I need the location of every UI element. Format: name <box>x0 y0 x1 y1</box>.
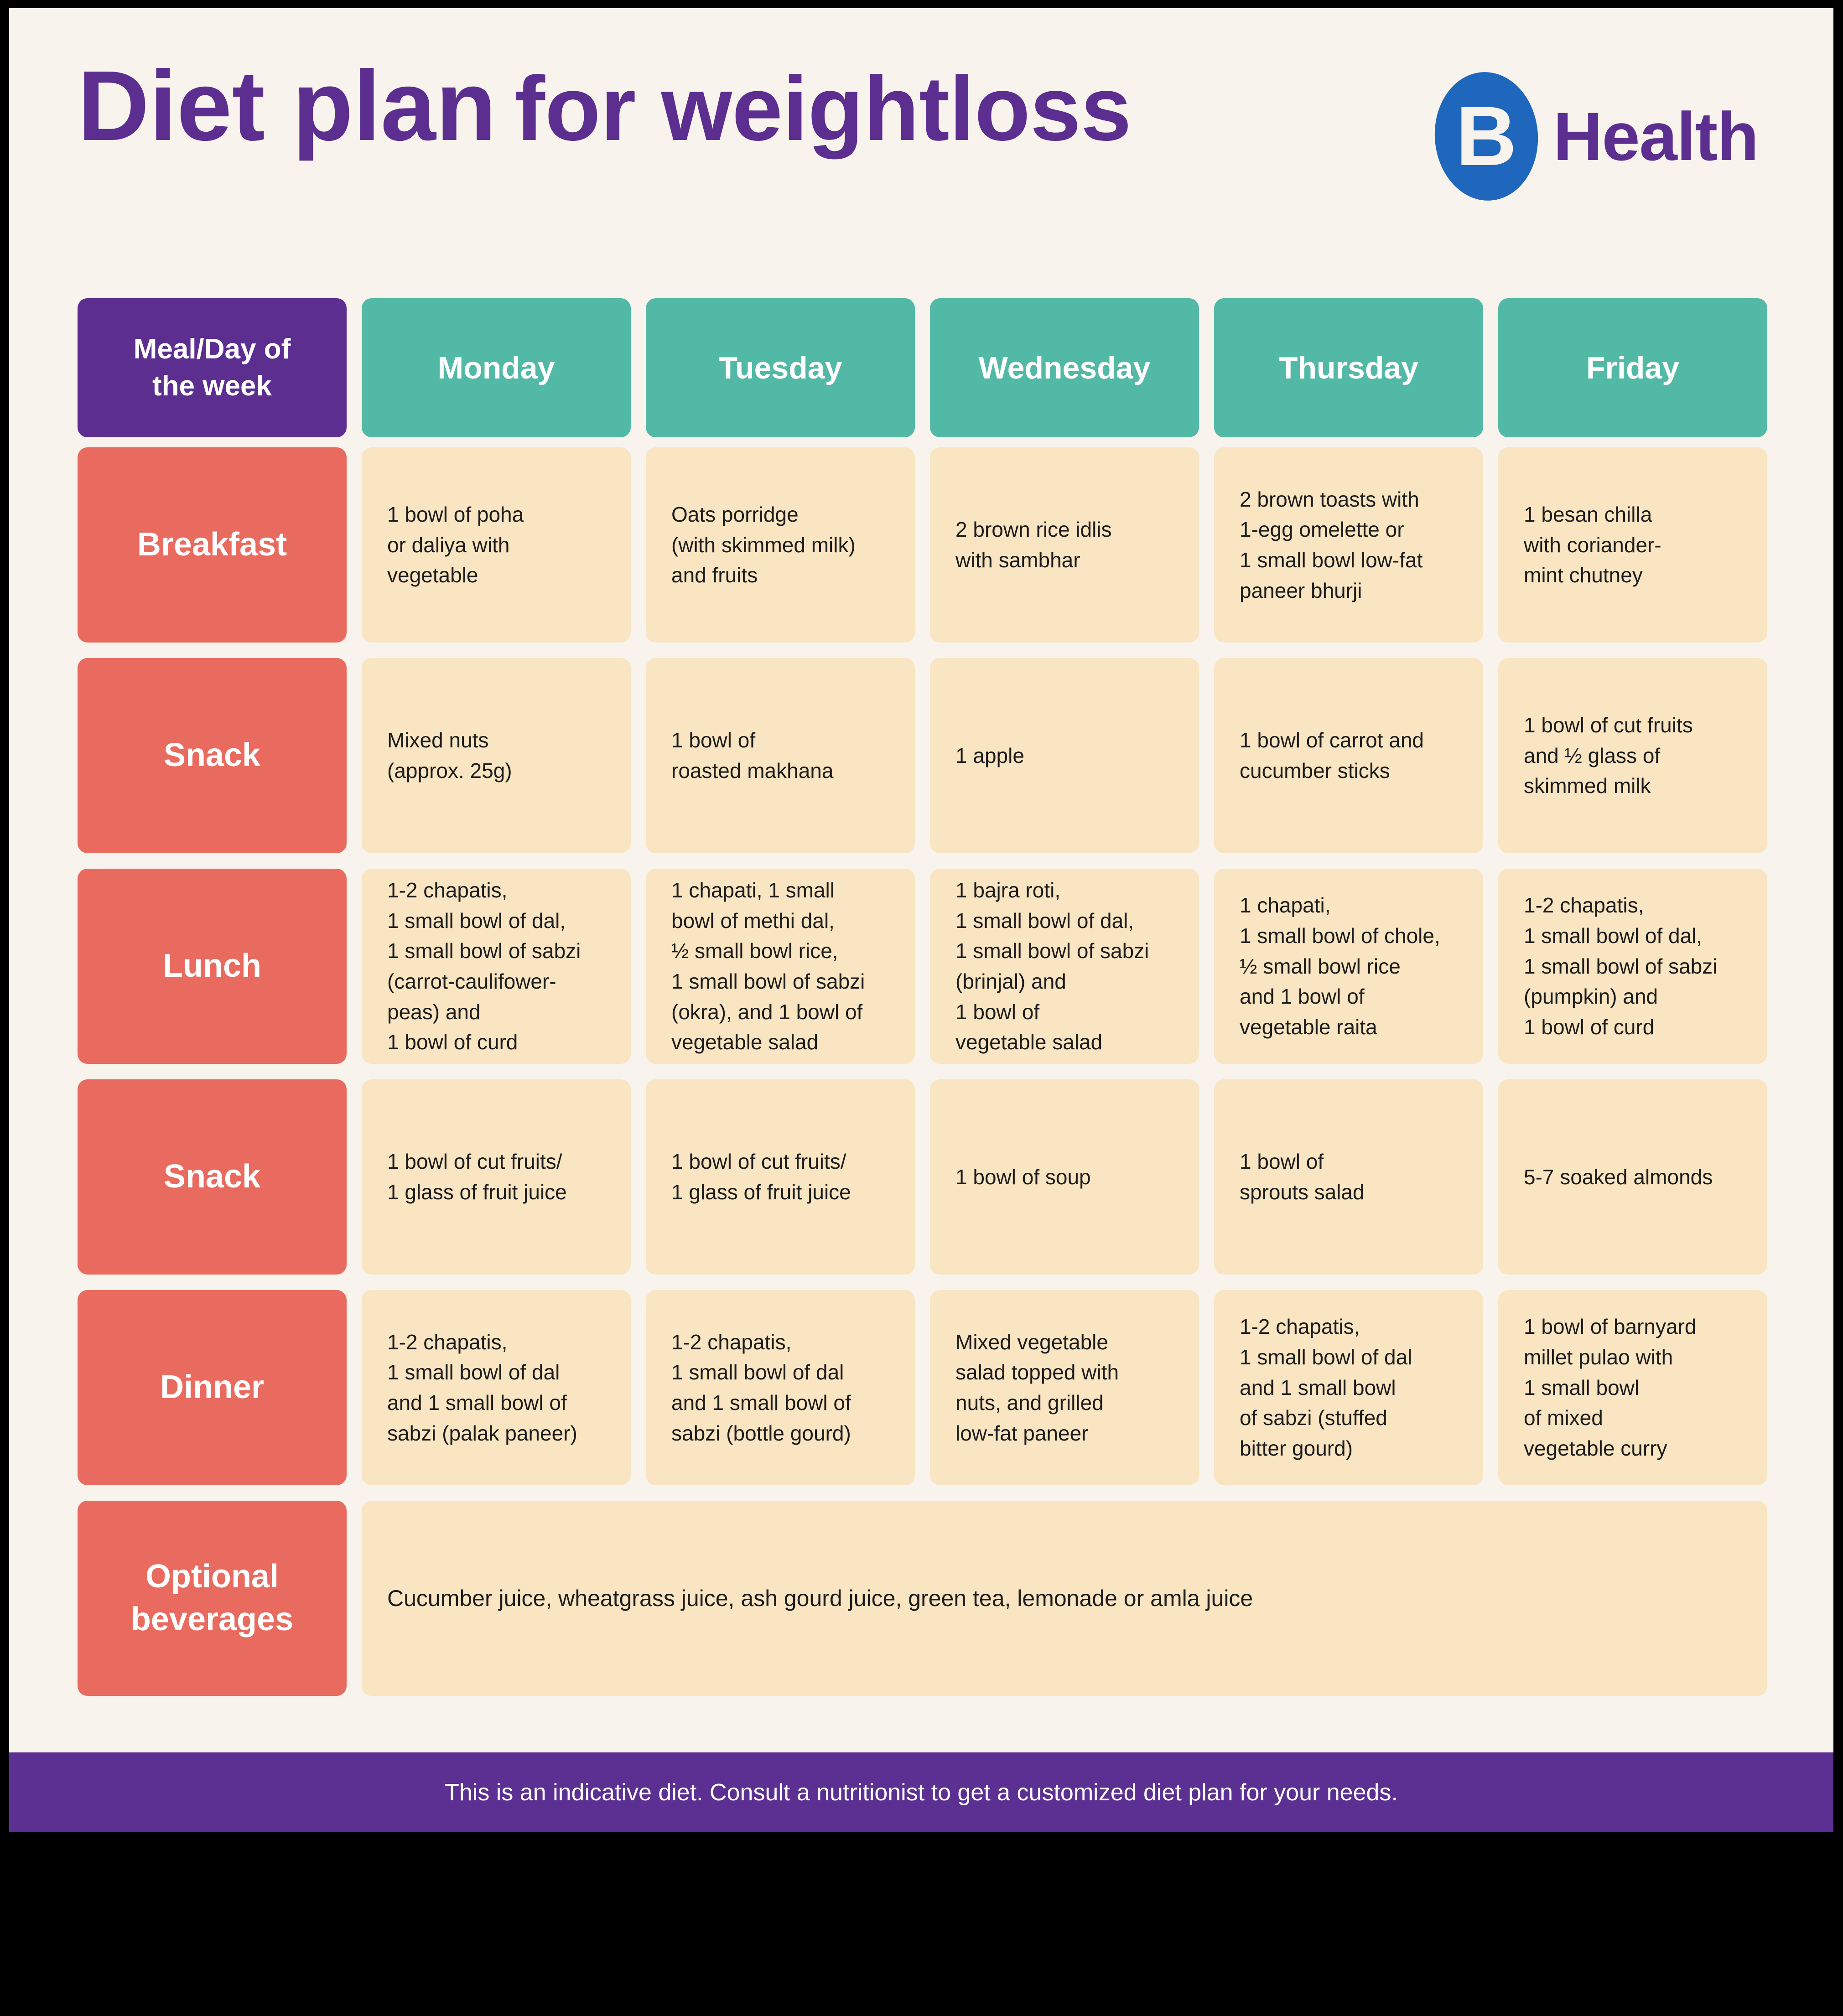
row-label-beverages: Optional beverages <box>78 1501 347 1696</box>
table-row-lunch: Lunch 1-2 chapatis, 1 small bowl of dal,… <box>78 869 1767 1064</box>
diet-plan-page: Diet plan for weightloss B Health Meal/Da… <box>9 8 1833 1832</box>
dinner-wednesday-cell: Mixed vegetable salad topped with nuts, … <box>930 1290 1199 1485</box>
row-label-breakfast: Breakfast <box>78 447 347 643</box>
dinner-monday-cell: 1-2 chapatis, 1 small bowl of dal and 1 … <box>362 1290 631 1485</box>
snack-morning-wednesday-cell: 1 apple <box>930 658 1199 853</box>
page-title: Diet plan for weightloss <box>78 49 1132 164</box>
row-label-snack-evening: Snack <box>78 1079 347 1275</box>
beverages-cell: Cucumber juice, wheatgrass juice, ash go… <box>362 1501 1767 1696</box>
snack-evening-wednesday-cell: 1 bowl of soup <box>930 1079 1199 1275</box>
snack-morning-friday-cell: 1 bowl of cut fruits and ½ glass of skim… <box>1498 658 1767 853</box>
lunch-thursday-cell: 1 chapati, 1 small bowl of chole, ½ smal… <box>1214 869 1483 1064</box>
page-title-bold: Diet plan <box>78 51 497 161</box>
snack-morning-thursday-cell: 1 bowl of carrot and cucumber sticks <box>1214 658 1483 853</box>
table-row-snack-evening: Snack 1 bowl of cut fruits/ 1 glass of f… <box>78 1079 1767 1275</box>
brand-logo-icon: B <box>1430 68 1542 204</box>
row-label-lunch: Lunch <box>78 869 347 1064</box>
table-row-dinner: Dinner 1-2 chapatis, 1 small bowl of dal… <box>78 1290 1767 1485</box>
breakfast-thursday-cell: 2 brown toasts with 1-egg omelette or 1 … <box>1214 447 1483 643</box>
disclaimer-bar: This is an indicative diet. Consult a nu… <box>9 1752 1833 1832</box>
row-label-snack-morning: Snack <box>78 658 347 853</box>
day-header-friday: Friday <box>1498 298 1767 437</box>
breakfast-tuesday-cell: Oats porridge (with skimmed milk) and fr… <box>646 447 915 643</box>
snack-morning-monday-cell: Mixed nuts (approx. 25g) <box>362 658 631 853</box>
snack-evening-thursday-cell: 1 bowl of sprouts salad <box>1214 1079 1483 1275</box>
dinner-thursday-cell: 1-2 chapatis, 1 small bowl of dal and 1 … <box>1214 1290 1483 1485</box>
row-label-dinner: Dinner <box>78 1290 347 1485</box>
page-title-regular: for weightloss <box>514 58 1132 160</box>
table-row-beverages: Optional beverages Cucumber juice, wheat… <box>78 1501 1767 1696</box>
dinner-tuesday-cell: 1-2 chapatis, 1 small bowl of dal and 1 … <box>646 1290 915 1485</box>
corner-header-cell: Meal/Day of the week <box>78 298 347 437</box>
snack-evening-friday-cell: 5-7 soaked almonds <box>1498 1079 1767 1275</box>
brand-logo: B Health <box>1430 68 1759 204</box>
brand-logo-letter: B <box>1455 89 1517 184</box>
brand-logo-text: Health <box>1553 98 1759 175</box>
day-header-tuesday: Tuesday <box>646 298 915 437</box>
day-header-thursday: Thursday <box>1214 298 1483 437</box>
lunch-monday-cell: 1-2 chapatis, 1 small bowl of dal, 1 sma… <box>362 869 631 1064</box>
table-row-breakfast: Breakfast 1 bowl of poha or daliya with … <box>78 447 1767 643</box>
snack-evening-monday-cell: 1 bowl of cut fruits/ 1 glass of fruit j… <box>362 1079 631 1275</box>
lunch-friday-cell: 1-2 chapatis, 1 small bowl of dal, 1 sma… <box>1498 869 1767 1064</box>
breakfast-friday-cell: 1 besan chilla with coriander- mint chut… <box>1498 447 1767 643</box>
diet-plan-table: Meal/Day of the week Monday Tuesday Wedn… <box>78 298 1767 1696</box>
breakfast-monday-cell: 1 bowl of poha or daliya with vegetable <box>362 447 631 643</box>
snack-evening-tuesday-cell: 1 bowl of cut fruits/ 1 glass of fruit j… <box>646 1079 915 1275</box>
day-header-wednesday: Wednesday <box>930 298 1199 437</box>
snack-morning-tuesday-cell: 1 bowl of roasted makhana <box>646 658 915 853</box>
dinner-friday-cell: 1 bowl of barnyard millet pulao with 1 s… <box>1498 1290 1767 1485</box>
lunch-wednesday-cell: 1 bajra roti, 1 small bowl of dal, 1 sma… <box>930 869 1199 1064</box>
table-row-snack-morning: Snack Mixed nuts (approx. 25g) 1 bowl of… <box>78 658 1767 853</box>
day-header-monday: Monday <box>362 298 631 437</box>
lunch-tuesday-cell: 1 chapati, 1 small bowl of methi dal, ½ … <box>646 869 915 1064</box>
table-header-row: Meal/Day of the week Monday Tuesday Wedn… <box>78 298 1767 437</box>
breakfast-wednesday-cell: 2 brown rice idlis with sambhar <box>930 447 1199 643</box>
